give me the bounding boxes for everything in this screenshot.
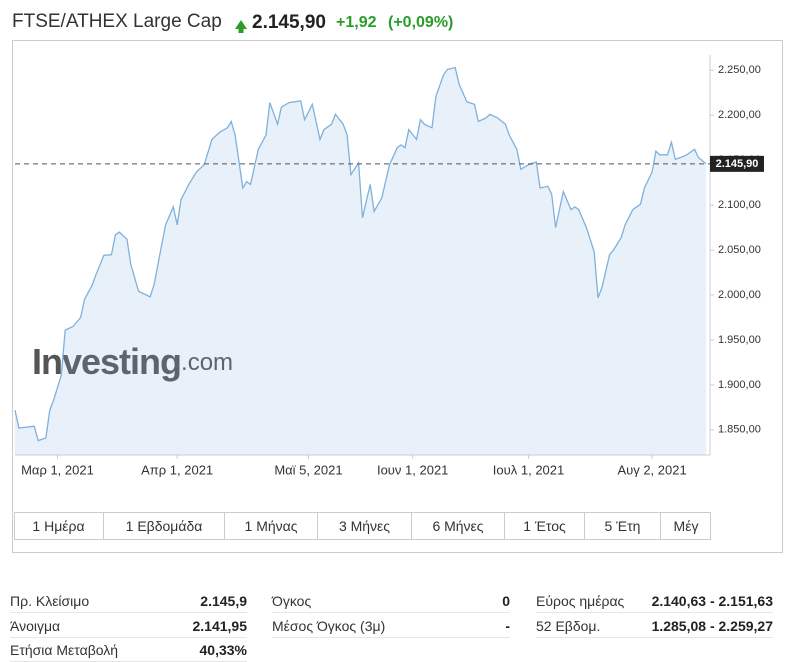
stat-value: 40,33% bbox=[199, 642, 247, 658]
range-button[interactable]: 1 Εβδομάδα bbox=[104, 512, 225, 540]
last-price-label: 2.145,90 bbox=[716, 158, 759, 170]
stat-value: 1.285,08 - 2.259,27 bbox=[651, 618, 773, 634]
stat-row: Εύρος ημέρας 2.140,63 - 2.151,63 bbox=[536, 589, 773, 613]
stat-row: Άνοιγμα 2.141,95 bbox=[10, 614, 247, 638]
price: 2.145,90 bbox=[252, 12, 326, 33]
price-line bbox=[14, 66, 707, 442]
stat-row: Ετήσια Μεταβολή 40,33% bbox=[10, 638, 247, 662]
x-tick-label: Ιουλ 1, 2021 bbox=[493, 462, 564, 477]
x-tick-label: Αυγ 2, 2021 bbox=[617, 462, 686, 477]
stat-label: Εύρος ημέρας bbox=[536, 593, 625, 609]
x-tick-label: Μαϊ 5, 2021 bbox=[274, 462, 342, 477]
x-tick-label: Ιουν 1, 2021 bbox=[377, 462, 448, 477]
stat-label: Άνοιγμα bbox=[10, 618, 61, 634]
watermark: Investing.com bbox=[32, 341, 233, 382]
range-button[interactable]: 1 Μήνας bbox=[225, 512, 318, 540]
stat-row: Μέσος Όγκος (3μ) - bbox=[272, 614, 510, 638]
change: +1,92 bbox=[336, 14, 377, 31]
watermark-suffix: .com bbox=[181, 349, 233, 376]
stat-label: 52 Εβδομ. bbox=[536, 618, 601, 634]
y-tick-label: 2.050,00 bbox=[718, 244, 761, 256]
stat-value: - bbox=[505, 618, 510, 634]
stat-row: Πρ. Κλείσιμο 2.145,9 bbox=[10, 589, 247, 613]
chart-frame bbox=[12, 40, 783, 553]
chart: FTSE/ATHEX Large Cap 2.145,90 +1,92 (+0,… bbox=[12, 11, 783, 553]
y-tick-label: 2.250,00 bbox=[718, 64, 761, 76]
x-tick-label: Απρ 1, 2021 bbox=[141, 462, 213, 477]
range-button[interactable]: 5 Έτη bbox=[585, 512, 661, 540]
stat-label: Όγκος bbox=[272, 593, 312, 609]
range-bar bbox=[14, 512, 711, 540]
stat-value: 0 bbox=[502, 593, 510, 609]
y-tick-label: 1.950,00 bbox=[718, 334, 761, 346]
watermark-brand: Investing bbox=[32, 341, 181, 382]
stat-row: Όγκος 0 bbox=[272, 589, 510, 613]
range-button[interactable]: 6 Μήνες bbox=[412, 512, 505, 540]
stat-row: 52 Εβδομ. 1.285,08 - 2.259,27 bbox=[536, 614, 773, 638]
x-tick-label: Μαρ 1, 2021 bbox=[21, 462, 94, 477]
y-tick-label: 2.200,00 bbox=[718, 109, 761, 121]
stat-label: Πρ. Κλείσιμο bbox=[10, 593, 90, 609]
stat-value: 2.141,95 bbox=[192, 618, 248, 634]
y-tick-label: 2.000,00 bbox=[718, 289, 761, 301]
range-button[interactable]: 3 Μήνες bbox=[318, 512, 412, 540]
y-tick-label: 1.900,00 bbox=[718, 379, 761, 391]
range-button[interactable]: Μέγ bbox=[673, 518, 699, 534]
range-button[interactable]: 1 Έτος bbox=[505, 512, 585, 540]
y-tick-label: 1.850,00 bbox=[718, 424, 761, 436]
stat-value: 2.145,9 bbox=[200, 593, 247, 609]
y-tick-label: 2.100,00 bbox=[718, 199, 761, 211]
area-fill bbox=[15, 67, 707, 455]
stat-label: Ετήσια Μεταβολή bbox=[10, 642, 119, 658]
up-arrow bbox=[235, 20, 247, 33]
index-title: FTSE/ATHEX Large Cap bbox=[12, 11, 222, 32]
last-price-box bbox=[710, 155, 764, 172]
stat-label: Μέσος Όγκος (3μ) bbox=[272, 618, 386, 634]
change-pct: (+0,09%) bbox=[388, 14, 453, 31]
range-button[interactable]: 1 Ημέρα bbox=[14, 512, 104, 540]
stat-value: 2.140,63 - 2.151,63 bbox=[651, 593, 773, 609]
